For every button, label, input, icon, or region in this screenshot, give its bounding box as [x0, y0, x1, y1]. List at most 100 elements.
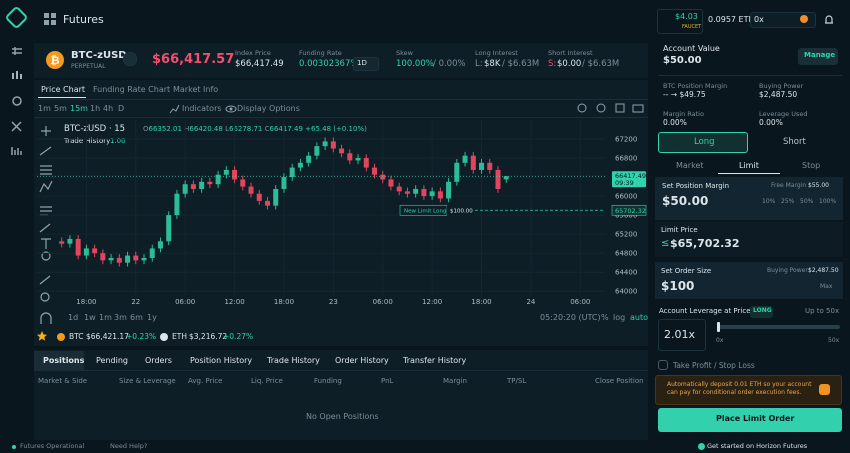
size-field[interactable] [655, 262, 843, 299]
watch-symbol[interactable]: ETH [172, 332, 187, 341]
ohlc-label: C [264, 125, 270, 133]
help-link[interactable]: Need Help? [110, 442, 148, 450]
y-tick-label: 67200 [615, 136, 637, 144]
ohlc-value: 66278.71 [228, 125, 263, 133]
candle-body [404, 191, 410, 194]
nav-icon[interactable] [12, 47, 22, 55]
column-header: Close Position [595, 377, 644, 385]
toolbar-button[interactable]: Indicators [182, 104, 222, 113]
candle-body [454, 162, 460, 182]
candle-body [339, 148, 345, 154]
leverage-input[interactable] [658, 319, 706, 351]
ohlc-change: +65.48 (+0.10%) [305, 125, 367, 133]
nav-icon[interactable] [11, 121, 22, 132]
interval[interactable]: 1m [38, 104, 51, 113]
y-tick-label: 64400 [615, 269, 637, 277]
faucet-label: FAUCET [682, 24, 702, 30]
positions-tab[interactable]: Trade History [267, 356, 320, 365]
period-select[interactable] [353, 57, 379, 71]
positions-tab[interactable]: Transfer History [403, 356, 467, 365]
stat-secondary: / $6.63M [582, 59, 620, 69]
candle-body [330, 141, 336, 149]
chart-tab[interactable]: Funding Rate Chart [93, 85, 171, 94]
scale-option[interactable]: auto [630, 313, 649, 322]
interval[interactable]: 5m [54, 104, 67, 113]
grid-icon [44, 13, 56, 25]
positions-tab[interactable]: Order History [335, 356, 389, 365]
watch-symbol[interactable]: BTC [69, 332, 84, 341]
chart-tab[interactable]: Price Chart [41, 85, 86, 94]
address-box[interactable] [750, 12, 816, 28]
faucet-box[interactable] [657, 9, 703, 34]
toolbar-button[interactable]: Display Options [237, 104, 300, 113]
scale-option[interactable]: log [613, 313, 626, 322]
y-tick-label: 64000 [615, 288, 637, 296]
positions-panel [34, 350, 648, 440]
range[interactable]: 1m [99, 313, 112, 322]
size-value: $100 [661, 279, 695, 293]
range[interactable]: 1w [84, 313, 96, 322]
symbol-dropdown[interactable] [123, 52, 137, 66]
field-label: Set Position Margin [662, 182, 730, 190]
order-type[interactable]: Limit [739, 161, 759, 170]
tpsl-label: Take Profit / Stop Loss [673, 361, 755, 370]
limit-price-tag [611, 204, 647, 216]
nav-icon[interactable] [12, 96, 22, 106]
nav-icon[interactable] [11, 147, 22, 155]
range[interactable]: 1y [147, 313, 157, 322]
interval[interactable]: 4h [103, 104, 114, 113]
tpsl-checkbox[interactable] [658, 360, 668, 370]
tab-underline [38, 97, 86, 98]
preset[interactable]: 100% [819, 198, 837, 205]
positions-tab[interactable]: Pending [96, 356, 128, 365]
candle-body [59, 241, 65, 244]
divider [34, 117, 648, 118]
order-type[interactable]: Stop [802, 161, 821, 170]
watchlist-icons [37, 331, 168, 341]
preset[interactable]: 50% [800, 198, 814, 205]
interval[interactable]: D [118, 104, 125, 113]
field-label: Limit Price [661, 226, 698, 234]
submit-button[interactable] [658, 408, 842, 432]
stat-label: Long Interest [475, 49, 518, 57]
notice-checkbox[interactable] [819, 384, 830, 395]
preset[interactable]: 10% [762, 198, 776, 205]
candle-body [503, 176, 509, 180]
candle-body [232, 169, 238, 180]
side-tag [750, 306, 773, 318]
interval[interactable]: 15m [70, 104, 88, 113]
margin-field[interactable] [655, 177, 843, 220]
x-tick-label: 06:00 [373, 298, 393, 306]
nav-icon[interactable] [12, 71, 22, 79]
leverage-slider[interactable] [712, 320, 842, 334]
range[interactable]: 1d [68, 313, 79, 322]
stat-secondary: / $6.63M [502, 59, 540, 69]
empty-state: No Open Positions [306, 412, 379, 421]
positions-tab[interactable]: Position History [190, 356, 253, 365]
candle-body [446, 181, 452, 199]
positions-tab[interactable]: Orders [145, 356, 172, 365]
interval[interactable]: 1h [90, 104, 101, 113]
side-label[interactable]: Short [783, 137, 806, 147]
range[interactable]: 6m [130, 313, 143, 322]
ohlc-value: 66352.01 [148, 125, 182, 133]
buying-power-value: $2,487.50 [808, 267, 839, 274]
candle-body [190, 184, 196, 189]
order-type[interactable]: Market [676, 161, 704, 170]
wallet-icons [800, 15, 833, 24]
manage-button[interactable] [798, 48, 838, 65]
metric-value: -- → $49.75 [663, 90, 706, 99]
long-button[interactable] [658, 132, 748, 153]
symbol[interactable]: BTC-zUSD [71, 50, 127, 61]
preset[interactable]: 25% [781, 198, 795, 205]
max-button[interactable]: Max [820, 283, 833, 290]
manage-label: Manage [804, 51, 836, 59]
positions-tab[interactable]: Positions [43, 356, 85, 365]
scale-option[interactable]: % [601, 313, 609, 322]
limit-field[interactable] [655, 222, 843, 257]
guide-link[interactable]: Get started on Horizon Futures [707, 442, 808, 450]
leverage-label: Account Leverage at Price [659, 307, 751, 315]
candle-body [256, 193, 262, 201]
range[interactable]: 3m [114, 313, 127, 322]
chart-tab[interactable]: Market Info [173, 85, 219, 94]
